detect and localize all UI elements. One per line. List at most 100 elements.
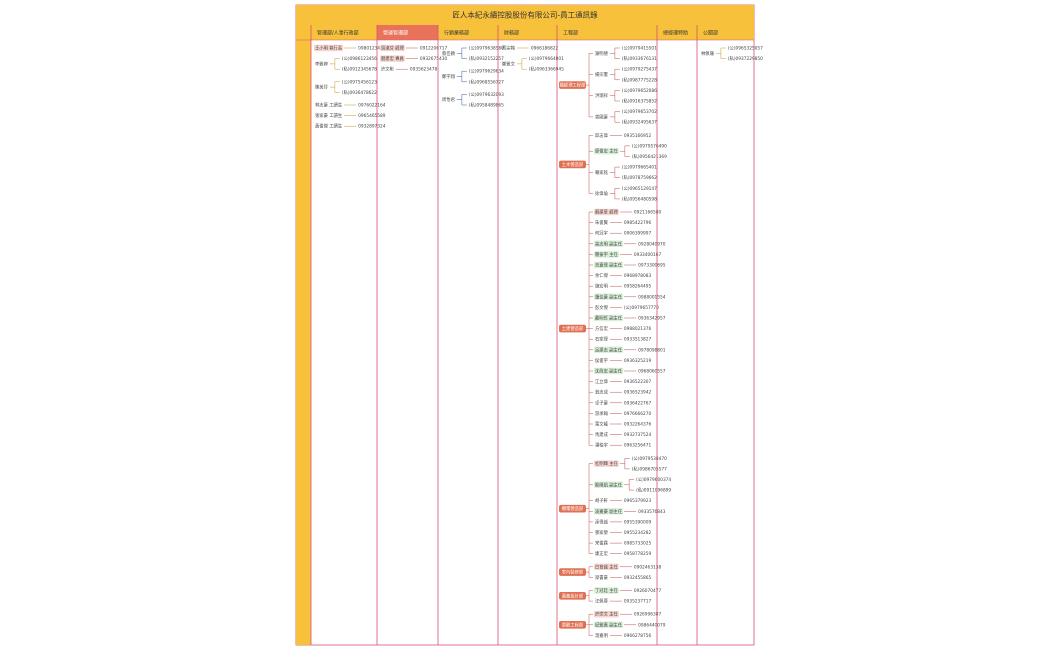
employee-name: 楊宗憲: [595, 71, 609, 78]
group-label: 室內裝修部: [562, 569, 584, 576]
phone: 0985733025: [624, 541, 652, 547]
group-pill: [559, 504, 586, 513]
name-pill: [594, 610, 619, 618]
employee-name: 簡振宇 主任: [595, 251, 619, 258]
phone: 0906399997: [624, 231, 652, 237]
column-header-bg: [377, 25, 438, 40]
group-label: 機電營造部: [562, 505, 584, 512]
phone: 0988001554: [638, 294, 666, 300]
phone: 0988021376: [624, 326, 652, 332]
employee-name: 白育誠 主任: [595, 563, 619, 570]
title: 匠人本紀永續控股股份有限公司-員工通訊錄: [452, 10, 598, 20]
employee-name: 江立偉: [595, 378, 609, 385]
column-header-bg: [311, 25, 377, 40]
column-header: 管理部/人事行政部: [317, 30, 359, 37]
phone: (私)0933676131: [622, 55, 657, 62]
phone: 0936342957: [638, 316, 666, 322]
employee-name: 余仁傑: [595, 272, 609, 279]
name-pill: [594, 621, 624, 629]
employee-name: 胡子軒: [595, 497, 609, 504]
phone: (私)0956480598: [622, 195, 657, 202]
employee-name: 潘柏宇: [595, 442, 608, 449]
group-label: 土木營造部: [562, 161, 584, 168]
phone: (私)0978759662: [622, 174, 657, 181]
phone: (私)0958489865: [469, 102, 504, 109]
phone: 0965379923: [624, 498, 652, 504]
phone: 0965465589: [358, 113, 386, 119]
name-pill: [594, 346, 624, 354]
phone: (私)0932495637: [622, 119, 657, 126]
employee-name: 王小明 執行長: [315, 45, 343, 52]
employee-name: 范嘉偉 副主任: [595, 262, 623, 269]
name-pill: [594, 240, 624, 248]
column-header-bg: [498, 25, 557, 40]
phone: 0968060557: [638, 369, 666, 375]
phone: (公)0979629634: [469, 69, 504, 75]
phone: 0933576843: [638, 509, 666, 515]
phone: (公)0965129147: [622, 186, 657, 192]
group-label: 嘉義設計部: [562, 592, 584, 599]
phone: (公)0979664801: [529, 56, 564, 62]
phone: 0963256471: [624, 443, 652, 449]
employee-name: 廖俊宏 主任: [595, 148, 619, 155]
name-pill: [594, 261, 624, 269]
phone: 0932675430: [420, 56, 448, 62]
column-header: 營運管理部: [383, 30, 408, 37]
employee-name: 洪瑞祥: [595, 92, 609, 99]
name-pill: [594, 293, 624, 301]
phone: 0955234282: [624, 530, 652, 536]
employee-name: 謝明德: [595, 50, 609, 57]
name-pill: [314, 44, 344, 52]
employee-name: 沈政宏 副主任: [595, 368, 623, 375]
employee-name: 紀雅惠 副主任: [595, 621, 623, 628]
phone: 0932455865: [624, 575, 652, 581]
phone: 0936522307: [624, 379, 652, 385]
phone: (公)0979653702: [622, 109, 657, 115]
phone: (私)0911096899: [636, 487, 671, 494]
phone: (公)0979665401: [622, 165, 657, 171]
employee-name: 劉建宏 專員: [381, 55, 405, 62]
phone: (公)0979638580: [469, 46, 504, 52]
phone: 0926070477: [634, 588, 662, 594]
phone: 0976666270: [624, 411, 652, 417]
title-bar: [296, 5, 754, 25]
group-pill: [559, 324, 586, 333]
phone: (私)0936478622: [342, 89, 377, 96]
employee-name: 游承翰: [595, 410, 609, 417]
phone: 0935623478: [410, 67, 438, 73]
phone: (私)0932152257: [469, 55, 504, 62]
employee-name: 陳美玲: [315, 84, 329, 91]
phone: (私)0968556727: [469, 78, 504, 85]
column-header: 行銷業務部: [444, 30, 469, 37]
employee-name: 鄭宇翔: [442, 73, 455, 80]
employee-name: 蔡宗翰: [502, 45, 516, 52]
phone: (公)0986123456: [342, 56, 377, 62]
phone: 0958264495: [624, 284, 652, 290]
employee-name: 高志明 副主任: [595, 240, 623, 247]
employee-name: 鍾佳豪 副主任: [595, 293, 623, 300]
employee-name: 侯俊宇: [595, 357, 608, 364]
employee-name: 吳淑芬 經理: [381, 45, 405, 52]
column-header: 總經理特助: [663, 30, 688, 37]
employee-name: 張家豪 工讀生: [315, 112, 343, 119]
group-pill: [559, 160, 586, 169]
employee-name: 徐偉倫: [595, 190, 609, 197]
phone: (私)0912345678: [342, 66, 377, 73]
employee-name: 溫嘉明: [595, 632, 608, 639]
employee-name: 馬建成: [595, 431, 609, 438]
name-pill: [594, 367, 624, 375]
phone: 0980123456: [358, 46, 386, 52]
name-pill: [594, 481, 624, 489]
employee-name: 何冠宇: [595, 230, 608, 237]
name-pill: [594, 508, 624, 515]
phone: (私)0916375852: [622, 98, 657, 105]
group-label: 土建營造部: [562, 325, 584, 332]
employee-name: 蘇建華 經理: [595, 209, 619, 216]
phone: 0936325219: [624, 358, 652, 364]
group-pill: [559, 81, 586, 89]
employee-name: 葉文龍: [595, 421, 609, 428]
phone: 0968978083: [624, 273, 652, 279]
employee-name: 石家瑋: [595, 336, 609, 343]
employee-name: 鄧家榮: [595, 529, 609, 536]
